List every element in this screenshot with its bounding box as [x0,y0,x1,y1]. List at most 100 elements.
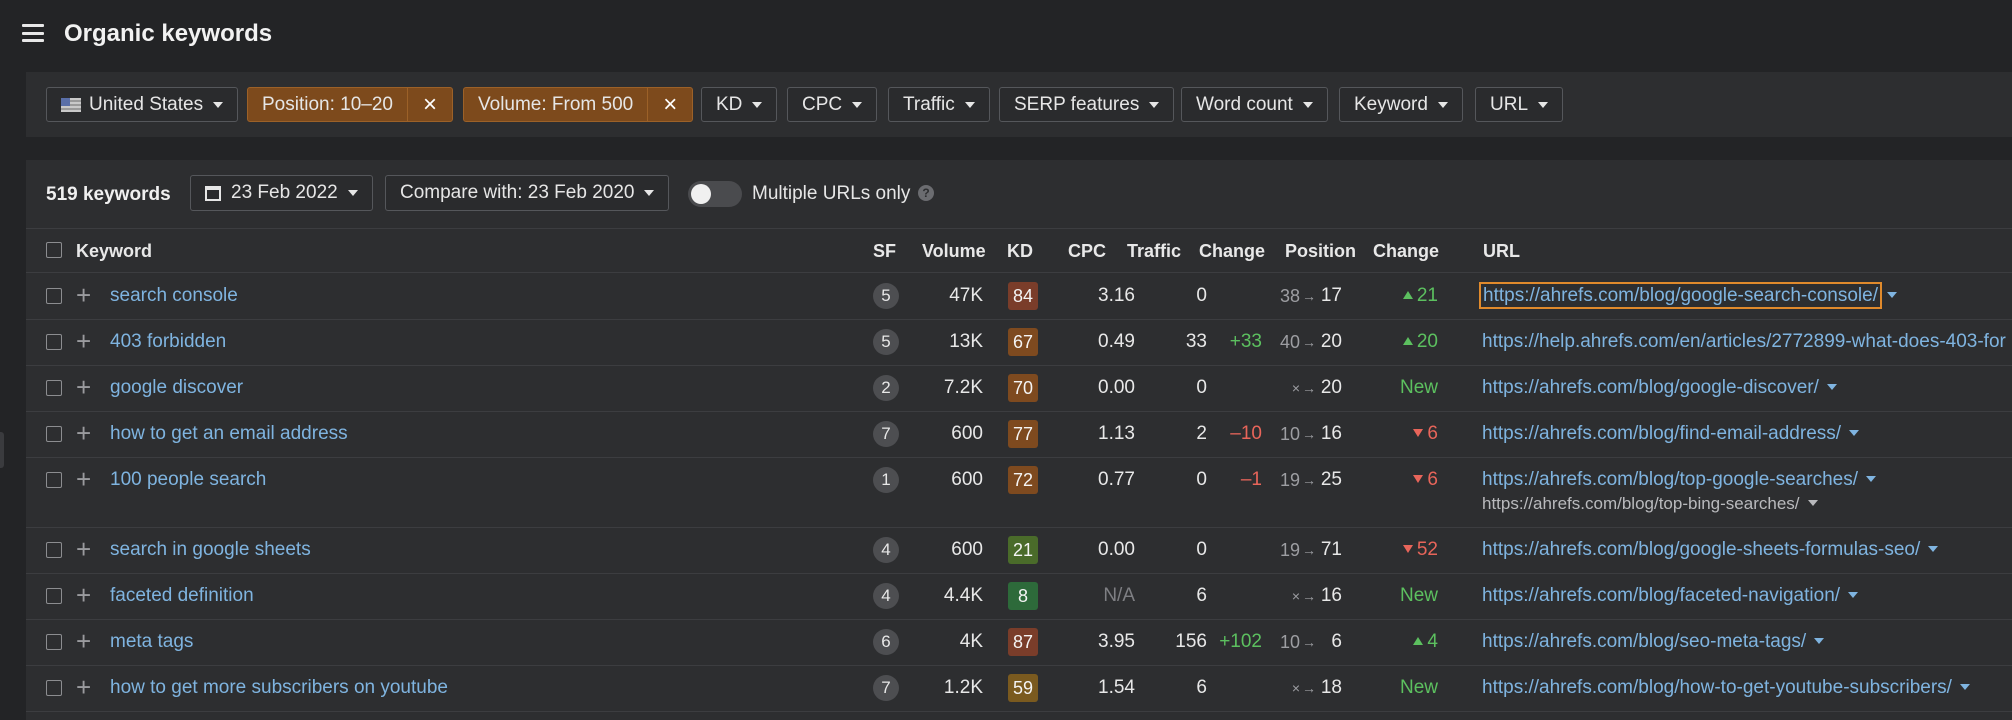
traffic-filter[interactable]: Traffic [888,87,990,122]
url-text[interactable]: https://ahrefs.com/blog/top-google-searc… [1482,469,1858,490]
date-picker[interactable]: 23 Feb 2022 [190,175,373,211]
position-from: 10 [1279,632,1300,652]
row-checkbox[interactable] [46,426,62,442]
chevron-down-icon[interactable] [1814,638,1825,644]
col-position-change[interactable]: Change [1373,241,1440,261]
serp-features-badge[interactable]: 5 [873,329,899,355]
keyword-link[interactable]: meta tags [110,631,194,652]
col-url[interactable]: URL [1483,241,1520,261]
row-checkbox[interactable] [46,634,62,650]
add-keyword-icon[interactable]: + [76,672,92,702]
url-text[interactable]: https://ahrefs.com/blog/seo-meta-tags/ [1482,631,1807,652]
add-keyword-icon[interactable]: + [76,418,92,448]
add-keyword-icon[interactable]: + [76,280,92,310]
chevron-down-icon[interactable] [1959,684,1970,690]
serp-features-badge[interactable]: 7 [873,675,899,701]
row-checkbox[interactable] [46,334,62,350]
serp-features-badge[interactable]: 4 [873,583,899,609]
url-link[interactable]: https://ahrefs.com/blog/seo-meta-tags/ [1482,631,1825,653]
col-keyword[interactable]: Keyword [76,241,153,261]
url-link[interactable]: https://help.ahrefs.com/en/articles/2772… [1482,331,2006,353]
position-change-value: 6 [1413,469,1438,491]
row-checkbox[interactable] [46,472,62,488]
add-keyword-icon[interactable]: + [76,626,92,656]
chevron-down-icon[interactable] [1848,592,1859,598]
secondary-url-text[interactable]: https://ahrefs.com/blog/top-bing-searche… [1482,494,1800,513]
row-checkbox[interactable] [46,380,62,396]
url-text[interactable]: https://help.ahrefs.com/en/articles/2772… [1482,331,2006,352]
serp-features-badge[interactable]: 6 [873,629,899,655]
serp-features-badge[interactable]: 1 [873,467,899,493]
url-text[interactable]: https://ahrefs.com/blog/google-discover/ [1482,377,1819,398]
word-count-filter[interactable]: Word count [1181,87,1328,122]
side-panel-handle[interactable] [0,432,4,468]
url-link[interactable]: https://ahrefs.com/blog/google-search-co… [1479,282,1897,309]
arrow-right-icon: → [1302,680,1316,696]
serp-features-badge[interactable]: 2 [873,375,899,401]
url-link[interactable]: https://ahrefs.com/blog/how-to-get-youtu… [1482,677,1970,699]
url-text[interactable]: https://ahrefs.com/blog/faceted-navigati… [1482,585,1841,606]
volume-filter[interactable]: Volume: From 500 × [463,87,694,122]
url-link[interactable]: https://ahrefs.com/blog/google-sheets-fo… [1482,539,1939,561]
col-traffic[interactable]: Traffic [1127,241,1182,261]
add-keyword-icon[interactable]: + [76,372,92,402]
keyword-link[interactable]: google discover [110,377,244,398]
kd-badge: 59 [1008,674,1038,702]
compare-date-picker[interactable]: Compare with: 23 Feb 2020 [385,175,670,211]
chevron-down-icon[interactable] [1928,546,1939,552]
row-checkbox[interactable] [46,588,62,604]
col-position[interactable]: Position [1285,241,1356,261]
keyword-link[interactable]: faceted definition [110,585,254,606]
remove-volume-filter-icon[interactable]: × [647,88,692,121]
col-traffic-change[interactable]: Change [1199,241,1266,261]
url-text[interactable]: https://ahrefs.com/blog/google-search-co… [1479,282,1882,309]
url-link[interactable]: https://ahrefs.com/blog/top-google-searc… [1482,469,1876,491]
keyword-link[interactable]: how to get more subscribers on youtube [110,677,448,698]
serp-features-filter[interactable]: SERP features [999,87,1175,122]
serp-features-badge[interactable]: 4 [873,537,899,563]
chevron-down-icon[interactable] [1887,292,1897,298]
add-keyword-icon[interactable]: + [76,534,92,564]
col-kd[interactable]: KD [1007,241,1033,261]
cpc-filter[interactable]: CPC [787,87,878,122]
menu-icon[interactable] [22,24,44,42]
keyword-link[interactable]: 403 forbidden [110,331,227,352]
keyword-filter[interactable]: Keyword [1339,87,1463,122]
row-checkbox[interactable] [46,542,62,558]
col-sf[interactable]: SF [873,241,897,261]
serp-features-badge[interactable]: 5 [873,283,899,309]
row-checkbox[interactable] [46,288,62,304]
position-filter[interactable]: Position: 10–20 × [247,87,453,122]
country-filter[interactable]: United States [46,87,239,122]
remove-position-filter-icon[interactable]: × [407,88,452,121]
kd-filter[interactable]: KD [701,87,778,122]
url-link[interactable]: https://ahrefs.com/blog/faceted-navigati… [1482,585,1859,607]
serp-features-badge[interactable]: 7 [873,421,899,447]
chevron-down-icon[interactable] [1807,500,1818,506]
chevron-down-icon[interactable] [1849,430,1860,436]
col-volume[interactable]: Volume [922,241,986,261]
chevron-down-icon[interactable] [1826,384,1837,390]
col-cpc[interactable]: CPC [1068,241,1107,261]
url-text[interactable]: https://ahrefs.com/blog/find-email-addre… [1482,423,1842,444]
keyword-link[interactable]: 100 people search [110,469,267,490]
row-checkbox[interactable] [46,680,62,696]
keyword-link[interactable]: how to get an email address [110,423,348,444]
chevron-down-icon[interactable] [1865,476,1876,482]
traffic-change-value: –10 [1230,423,1262,444]
url-text[interactable]: https://ahrefs.com/blog/google-sheets-fo… [1482,539,1921,560]
add-keyword-icon[interactable]: + [76,326,92,356]
table-header: Keyword SF Volume KD CPC Traffic Change … [26,228,2012,273]
url-link[interactable]: https://ahrefs.com/blog/find-email-addre… [1482,423,1860,445]
select-all-checkbox[interactable] [46,242,62,258]
url-filter[interactable]: URL [1475,87,1564,122]
help-icon[interactable]: ? [918,185,934,201]
add-keyword-icon[interactable]: + [76,464,92,494]
keyword-link[interactable]: search in google sheets [110,539,311,560]
secondary-url-link[interactable]: https://ahrefs.com/blog/top-bing-searche… [1482,494,1818,514]
keyword-link[interactable]: search console [110,285,238,306]
url-text[interactable]: https://ahrefs.com/blog/how-to-get-youtu… [1482,677,1952,698]
multiple-urls-toggle[interactable] [688,181,742,207]
url-link[interactable]: https://ahrefs.com/blog/google-discover/ [1482,377,1837,399]
add-keyword-icon[interactable]: + [76,580,92,610]
